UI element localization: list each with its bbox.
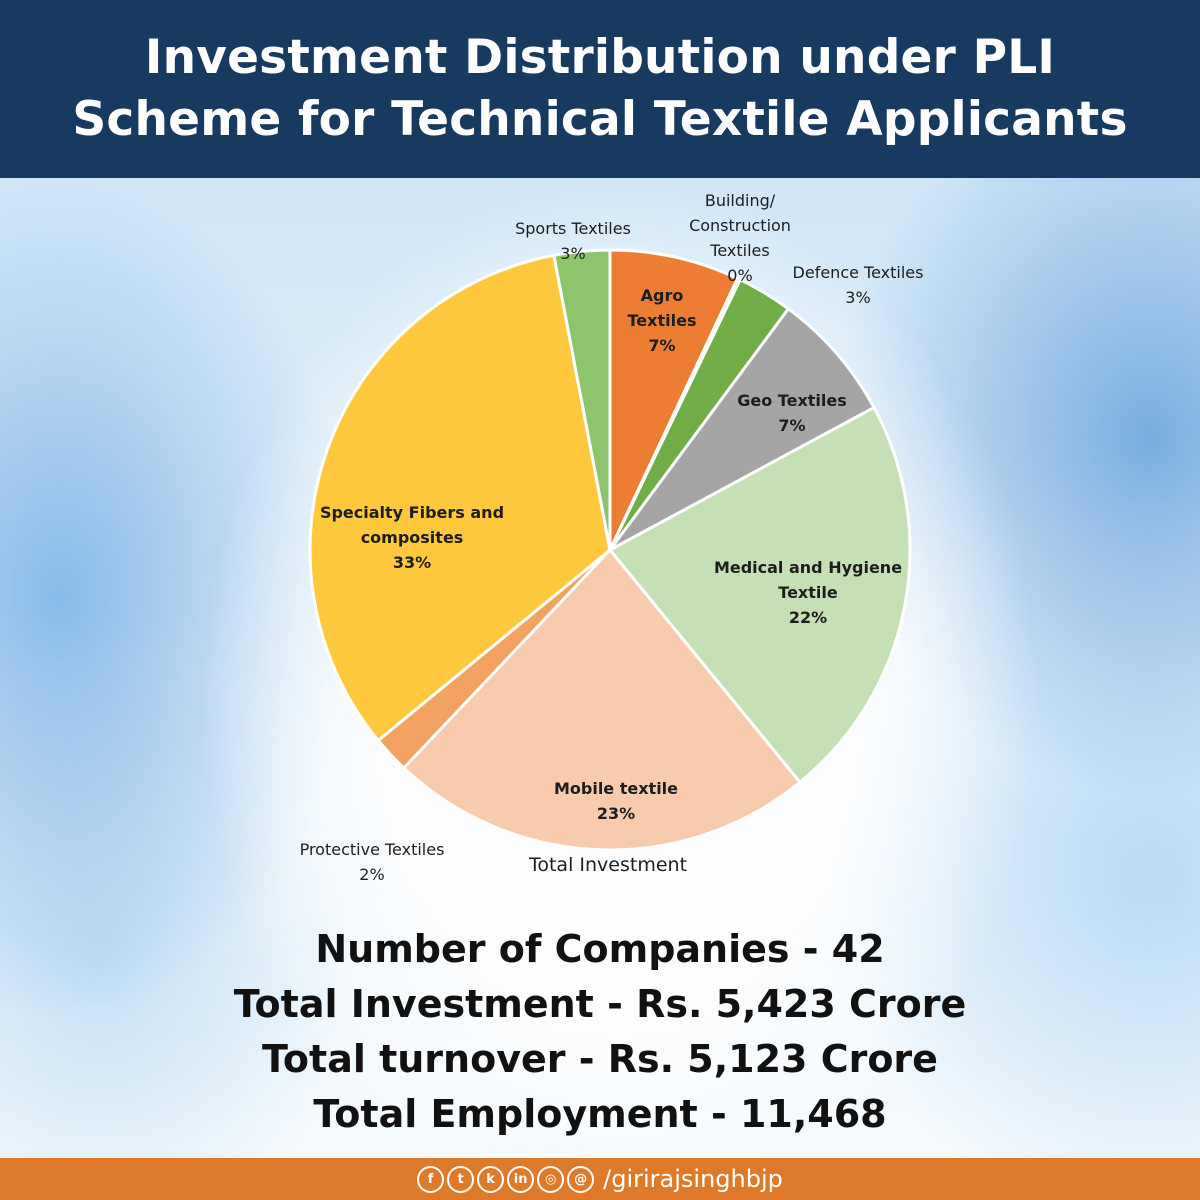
slice-percent-label: 2% [359, 865, 384, 884]
slice-percent-label: 7% [778, 416, 805, 435]
slice-label: Medical and Hygiene Textile 22% [714, 558, 902, 627]
facebook-icon[interactable]: f [417, 1165, 445, 1193]
slice-label: Protective Textiles 2% [300, 840, 445, 884]
slice-percent-label: 23% [597, 804, 635, 823]
pie-slice-agro-textiles [608, 248, 740, 552]
slice-percent-label: 7% [648, 336, 675, 355]
slice-name-label: composites [361, 528, 464, 547]
pie-slice-mobile-textile [402, 548, 802, 852]
pie-slice-medical-and-hygiene-textile [608, 406, 912, 784]
slice-name-label: Defence Textiles [793, 263, 924, 282]
slice-name-label: Protective Textiles [300, 840, 445, 859]
social-handle: /girirajsinghbjp [603, 1165, 783, 1193]
pie-chart: Agro Textiles 7% Building/Construction Texti… [300, 191, 924, 884]
pie-slice-specialty-fibers-and-composites [308, 253, 612, 742]
slice-label: Building/Construction Textiles 0% [689, 191, 791, 285]
slice-percent-label: 22% [789, 608, 827, 627]
stat-investment: Total Investment - Rs. 5,423 Crore [233, 982, 967, 1026]
linkedin-icon[interactable]: in [507, 1165, 535, 1193]
slice-name-label: Construction [689, 216, 791, 235]
slice-name-label: Building/ [705, 191, 776, 210]
social-icons: f t k in ◎ @ [417, 1165, 597, 1193]
slice-percent-label: 3% [560, 244, 585, 263]
instagram-icon[interactable]: ◎ [537, 1165, 565, 1193]
slice-label: Geo Textiles 7% [737, 391, 847, 435]
slice-label: Defence Textiles 3% [793, 263, 924, 307]
title-line-1: Investment Distribution under PLI [144, 30, 1056, 85]
threads-icon[interactable]: @ [567, 1165, 595, 1193]
slice-name-label: Textile [778, 583, 838, 602]
koo-icon[interactable]: k [477, 1165, 505, 1193]
slice-percent-label: 3% [845, 288, 870, 307]
slice-name-label: Specialty Fibers and [320, 503, 504, 522]
title-line-2: Scheme for Technical Textile Applicants [72, 92, 1128, 147]
slice-name-label: Textiles [628, 311, 697, 330]
slice-label: Mobile textile 23% [554, 779, 678, 823]
summary-stats: Number of Companies - 42 Total Investmen… [0, 922, 1200, 1142]
stat-companies: Number of Companies - 42 [315, 927, 885, 971]
title-banner: Investment Distribution under PLI Scheme… [0, 0, 1200, 178]
slice-name-label: Agro [641, 286, 684, 305]
slice-name-label: Medical and Hygiene [714, 558, 902, 577]
footer-bar: f t k in ◎ @ /girirajsinghbjp [0, 1158, 1200, 1200]
stat-employment: Total Employment - 11,468 [313, 1092, 887, 1136]
slice-name-label: Textiles [709, 241, 769, 260]
twitter-icon[interactable]: t [447, 1165, 475, 1193]
slice-percent-label: 33% [393, 553, 431, 572]
slice-name-label: Geo Textiles [737, 391, 847, 410]
slice-label: Sports Textiles 3% [515, 219, 631, 263]
slice-name-label: Sports Textiles [515, 219, 631, 238]
pie-slice-geo-textiles [608, 307, 876, 552]
slice-percent-label: 0% [727, 266, 752, 285]
slice-name-label: Mobile textile [554, 779, 678, 798]
slice-label: Agro Textiles 7% [628, 286, 697, 355]
stat-turnover: Total turnover - Rs. 5,123 Crore [262, 1037, 938, 1081]
slice-label: Specialty Fibers and composites 33% [320, 503, 504, 572]
chart-title: Total Investment [528, 854, 687, 876]
pie-slice-sports-textiles [552, 248, 612, 552]
